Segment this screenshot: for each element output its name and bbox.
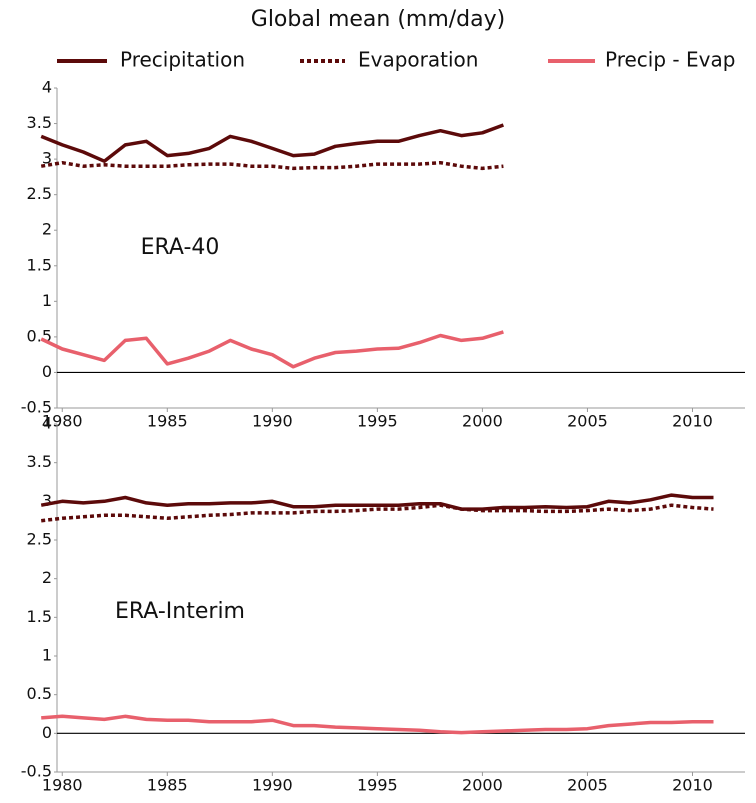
y-tick-label: 2.5: [27, 184, 52, 203]
x-tick-label: 1980: [42, 776, 83, 795]
x-tick-label: 1995: [357, 412, 398, 431]
y-tick-label: 3: [42, 149, 52, 168]
x-tick-label: 2005: [567, 776, 608, 795]
x-tick-label: 1985: [147, 412, 188, 431]
y-tick-label: 3.5: [27, 113, 52, 132]
y-tick-label: 1: [42, 646, 52, 665]
x-tick-label: 1985: [147, 776, 188, 795]
x-tick-label: 2010: [672, 412, 713, 431]
x-tick-label: 2000: [462, 776, 503, 795]
x-tick-label: 2010: [672, 776, 713, 795]
y-tick-label: 3: [42, 491, 52, 510]
chart-title: Global mean (mm/day): [251, 7, 505, 32]
legend-label: Precip - Evap: [605, 48, 735, 72]
series-line: [41, 503, 714, 523]
annotation: ERA-40: [141, 235, 220, 260]
y-tick-label: 1: [42, 291, 52, 310]
y-tick-label: 1.5: [27, 255, 52, 274]
annotation: ERA-Interim: [115, 599, 245, 624]
y-tick-label: -0.5: [21, 762, 52, 781]
legend-label: Precipitation: [120, 48, 245, 72]
y-tick-label: 2.5: [27, 530, 52, 549]
x-tick-label: 2000: [462, 412, 503, 431]
series-line: [40, 160, 504, 171]
x-tick-label: 2005: [567, 412, 608, 431]
y-tick-label: 3.5: [27, 452, 52, 471]
y-tick-label: 0: [42, 362, 52, 381]
x-tick-label: 1980: [42, 412, 83, 431]
series-line: [40, 330, 504, 369]
legend-label: Evaporation: [358, 48, 478, 72]
y-tick-label: -0.5: [21, 398, 52, 417]
series-line: [41, 714, 714, 735]
y-tick-label: 1.5: [27, 607, 52, 626]
y-tick-label: 2: [42, 568, 52, 587]
series-line: [40, 123, 505, 163]
y-tick-label: 0.5: [27, 684, 52, 703]
series-line: [40, 493, 714, 511]
y-tick-label: 4: [42, 78, 52, 97]
x-tick-label: 1990: [252, 776, 293, 795]
x-tick-label: 1995: [357, 776, 398, 795]
y-tick-label: 0: [42, 723, 52, 742]
y-tick-label: 2: [42, 220, 52, 239]
x-tick-label: 1990: [252, 412, 293, 431]
y-tick-label: 4: [42, 414, 52, 433]
